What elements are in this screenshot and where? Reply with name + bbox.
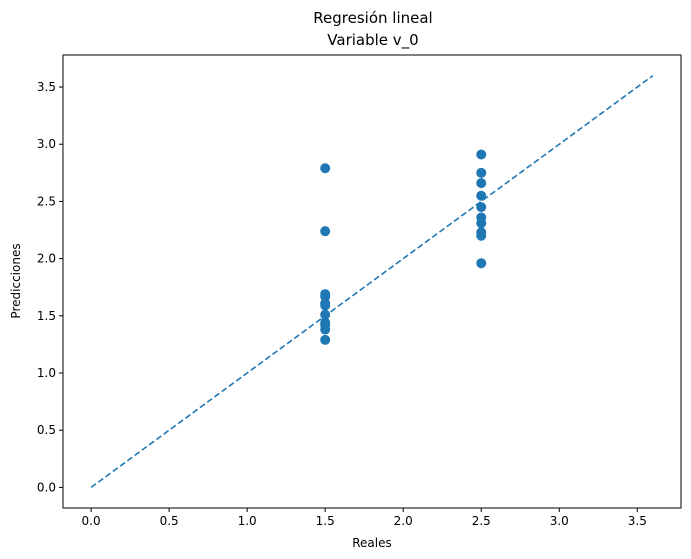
y-tick-label-4: 2.0 bbox=[37, 252, 56, 266]
data-point-9 bbox=[320, 324, 331, 335]
data-point-10 bbox=[320, 334, 331, 345]
x-tick-label-5: 2.5 bbox=[472, 514, 491, 528]
data-point-17 bbox=[476, 218, 487, 229]
plot-area bbox=[90, 74, 654, 489]
x-axis-label: Reales bbox=[352, 536, 392, 550]
data-point-14 bbox=[476, 190, 487, 201]
y-tick-label-7: 3.5 bbox=[37, 80, 56, 94]
data-point-12 bbox=[476, 167, 487, 178]
y-axis-label: Predicciones bbox=[9, 243, 23, 318]
y-tick-label-6: 3.0 bbox=[37, 137, 56, 151]
data-point-19 bbox=[476, 230, 487, 241]
x-tick-label-1: 0.5 bbox=[160, 514, 179, 528]
y-tick-label-2: 1.0 bbox=[37, 366, 56, 380]
x-tick-label-4: 2.0 bbox=[394, 514, 413, 528]
data-point-1 bbox=[320, 226, 331, 237]
chart-title: Regresión lineal bbox=[313, 9, 432, 27]
x-tick-label-6: 3.0 bbox=[550, 514, 569, 528]
y-tick-label-5: 2.5 bbox=[37, 194, 56, 208]
x-tick-label-0: 0.0 bbox=[82, 514, 101, 528]
reference-line bbox=[90, 74, 654, 489]
data-point-15 bbox=[476, 202, 487, 213]
chart-subtitle: Variable v_0 bbox=[327, 31, 418, 50]
x-tick-label-7: 3.5 bbox=[628, 514, 647, 528]
data-point-5 bbox=[320, 300, 331, 311]
data-point-0 bbox=[320, 163, 331, 174]
y-tick-label-0: 0.0 bbox=[37, 480, 56, 494]
data-point-11 bbox=[476, 149, 487, 160]
axes-frame bbox=[62, 54, 682, 509]
y-tick-label-1: 0.5 bbox=[37, 423, 56, 437]
data-point-13 bbox=[476, 178, 487, 189]
x-tick-label-2: 1.0 bbox=[238, 514, 257, 528]
data-point-6 bbox=[320, 309, 331, 320]
x-tick-label-3: 1.5 bbox=[316, 514, 335, 528]
data-point-3 bbox=[320, 291, 331, 302]
data-point-20 bbox=[476, 258, 487, 269]
y-tick-label-3: 1.5 bbox=[37, 309, 56, 323]
